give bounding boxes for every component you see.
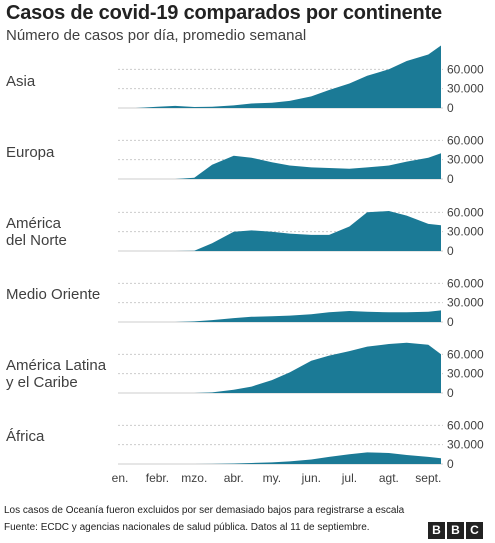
y-tick-label: 60.000: [447, 418, 484, 432]
y-tick-label: 30.000: [447, 296, 484, 310]
chart-title: Casos de covid-19 comparados por contine…: [6, 2, 442, 24]
y-tick-label: 60.000: [447, 133, 484, 147]
series-area: [118, 342, 441, 393]
panel-label: Medio Oriente: [6, 286, 100, 303]
y-tick-label: 60.000: [447, 205, 484, 219]
y-tick-label: 60.000: [447, 62, 484, 76]
panel-label: América: [6, 215, 62, 232]
y-tick-label: 0: [447, 315, 454, 329]
x-tick-label: febr.: [146, 471, 169, 485]
footnote: Los casos de Oceanía fueron excluidos po…: [4, 505, 405, 516]
y-tick-label: 30.000: [447, 225, 484, 239]
x-tick-label: abr.: [224, 471, 244, 485]
x-tick-label: my.: [263, 471, 281, 485]
x-tick-label: jul.: [341, 471, 357, 485]
y-tick-label: 30.000: [447, 367, 484, 381]
bbc-logo-letter: C: [466, 522, 483, 539]
series-area: [118, 211, 441, 251]
y-tick-label: 0: [447, 244, 454, 258]
y-tick-label: 60.000: [447, 347, 484, 361]
y-tick-label: 30.000: [447, 82, 484, 96]
source-line: Fuente: ECDC y agencias nacionales de sa…: [4, 522, 370, 533]
panel-label: América Latina: [6, 357, 107, 374]
series-area: [118, 310, 441, 322]
y-tick-label: 30.000: [447, 153, 484, 167]
panel-label: Europa: [6, 144, 55, 161]
x-tick-label: jun.: [301, 471, 321, 485]
y-tick-label: 0: [447, 101, 454, 115]
small-multiples-chart: 60.000 30.000 0 Asia 60.000 30.000 0 Europa 60.0…: [6, 45, 484, 485]
panel-label: y el Caribe: [6, 374, 78, 391]
series-area: [118, 45, 441, 108]
y-tick-label: 60.000: [447, 276, 484, 290]
panel-label: del Norte: [6, 232, 67, 249]
y-tick-label: 0: [447, 172, 454, 186]
panel-label: África: [6, 428, 45, 445]
bbc-logo: B B C: [428, 522, 483, 539]
series-area: [118, 153, 441, 179]
bbc-logo-letter: B: [447, 522, 464, 539]
y-tick-label: 0: [447, 457, 454, 471]
x-tick-label: sept.: [415, 471, 441, 485]
x-tick-label: agt.: [379, 471, 399, 485]
y-tick-label: 30.000: [447, 438, 484, 452]
bbc-logo-letter: B: [428, 522, 445, 539]
panel-label: Asia: [6, 73, 36, 90]
y-tick-label: 0: [447, 386, 454, 400]
chart-subtitle: Número de casos por día, promedio semana…: [6, 27, 307, 44]
x-tick-label: mzo.: [181, 471, 207, 485]
x-tick-label: en.: [112, 471, 129, 485]
series-area: [118, 452, 441, 464]
